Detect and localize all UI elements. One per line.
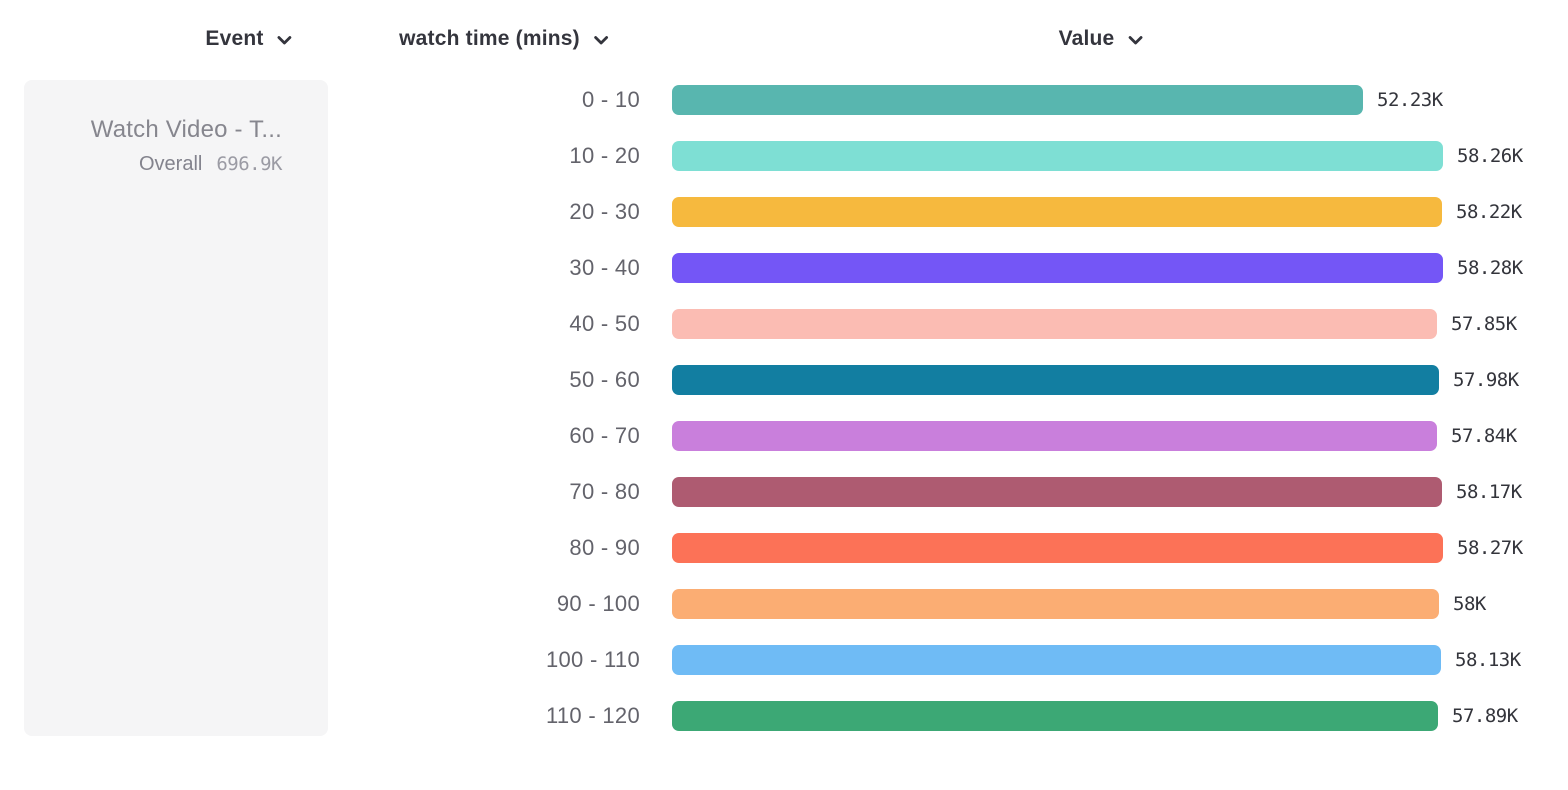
category-label: 80 - 90 bbox=[569, 535, 640, 560]
chevron-down-icon bbox=[277, 32, 293, 46]
overall-value: 696.9K bbox=[216, 153, 282, 175]
bar-segment[interactable] bbox=[672, 589, 1439, 619]
column-header-breakdown-label: watch time (mins) bbox=[399, 27, 580, 50]
category-label: 60 - 70 bbox=[569, 423, 640, 448]
chart-row: 10 - 20 58.26K bbox=[0, 128, 1568, 184]
bar-area: 58.13K bbox=[672, 645, 1568, 675]
chart-row: 20 - 30 58.22K bbox=[0, 184, 1568, 240]
bar-segment[interactable] bbox=[672, 141, 1443, 171]
value-label: 52.23K bbox=[1377, 89, 1443, 111]
chart-row: 0 - 10 52.23K bbox=[0, 72, 1568, 128]
bar-area: 57.85K bbox=[672, 309, 1568, 339]
chart-row: 90 - 100 58K bbox=[0, 576, 1568, 632]
value-label: 58.22K bbox=[1456, 201, 1522, 223]
event-card[interactable]: Watch Video - T... Overall 696.9K bbox=[24, 80, 328, 736]
category-label: 50 - 60 bbox=[569, 367, 640, 392]
bar-area: 58K bbox=[672, 589, 1568, 619]
bar-area: 57.89K bbox=[672, 701, 1568, 731]
bar-segment[interactable] bbox=[672, 197, 1442, 227]
category-label: 20 - 30 bbox=[569, 199, 640, 224]
value-label: 58K bbox=[1453, 593, 1486, 615]
value-label: 58.28K bbox=[1457, 257, 1523, 279]
bar-segment[interactable] bbox=[672, 645, 1441, 675]
bar-segment[interactable] bbox=[672, 365, 1439, 395]
column-header-breakdown[interactable]: watch time (mins) bbox=[399, 27, 609, 51]
column-header-value-label: Value bbox=[1058, 27, 1115, 50]
category-label: 90 - 100 bbox=[556, 591, 640, 616]
chart-row: 100 - 110 58.13K bbox=[0, 632, 1568, 688]
category-label: 40 - 50 bbox=[569, 311, 640, 336]
bar-segment[interactable] bbox=[672, 309, 1437, 339]
bar-area: 52.23K bbox=[672, 85, 1568, 115]
chart-row: 110 - 120 57.89K bbox=[0, 688, 1568, 744]
value-label: 57.85K bbox=[1451, 313, 1517, 335]
bar-area: 58.17K bbox=[672, 477, 1568, 507]
category-label: 10 - 20 bbox=[569, 143, 640, 168]
category-label: 30 - 40 bbox=[569, 255, 640, 280]
column-header-value[interactable]: Value bbox=[1059, 27, 1144, 51]
bar-area: 58.26K bbox=[672, 141, 1568, 171]
bar-area: 58.27K bbox=[672, 533, 1568, 563]
value-label: 58.13K bbox=[1455, 649, 1521, 671]
bar-segment[interactable] bbox=[672, 85, 1363, 115]
chart-row: 30 - 40 58.28K bbox=[0, 240, 1568, 296]
chevron-down-icon bbox=[1127, 32, 1143, 46]
category-label: 70 - 80 bbox=[569, 479, 640, 504]
value-label: 57.98K bbox=[1453, 369, 1519, 391]
value-label: 58.27K bbox=[1457, 537, 1523, 559]
chart-row: 60 - 70 57.84K bbox=[0, 408, 1568, 464]
overall-label: Overall bbox=[139, 153, 203, 175]
column-header-event[interactable]: Event bbox=[205, 27, 292, 51]
bar-segment[interactable] bbox=[672, 533, 1443, 563]
category-label: 0 - 10 bbox=[581, 87, 640, 112]
bar-chart: 0 - 10 52.23K 10 - 20 58.26K 20 - 30 58.22K 30… bbox=[0, 72, 1568, 744]
bar-area: 57.98K bbox=[672, 365, 1568, 395]
event-overall-row: Overall 696.9K bbox=[24, 153, 282, 176]
chevron-down-icon bbox=[593, 32, 609, 46]
category-label: 100 - 110 bbox=[545, 647, 640, 672]
value-label: 57.84K bbox=[1451, 425, 1517, 447]
value-label: 58.17K bbox=[1456, 481, 1522, 503]
bar-segment[interactable] bbox=[672, 701, 1438, 731]
bar-segment[interactable] bbox=[672, 253, 1443, 283]
event-title: Watch Video - T... bbox=[90, 116, 282, 143]
chart-row: 70 - 80 58.17K bbox=[0, 464, 1568, 520]
bar-area: 57.84K bbox=[672, 421, 1568, 451]
bar-area: 58.28K bbox=[672, 253, 1568, 283]
chart-row: 80 - 90 58.27K bbox=[0, 520, 1568, 576]
bar-area: 58.22K bbox=[672, 197, 1568, 227]
value-label: 57.89K bbox=[1452, 705, 1518, 727]
chart-row: 50 - 60 57.98K bbox=[0, 352, 1568, 408]
bar-segment[interactable] bbox=[672, 477, 1442, 507]
value-label: 58.26K bbox=[1457, 145, 1523, 167]
category-label: 110 - 120 bbox=[545, 703, 640, 728]
column-header-event-label: Event bbox=[205, 27, 264, 50]
chart-row: 40 - 50 57.85K bbox=[0, 296, 1568, 352]
bar-segment[interactable] bbox=[672, 421, 1437, 451]
